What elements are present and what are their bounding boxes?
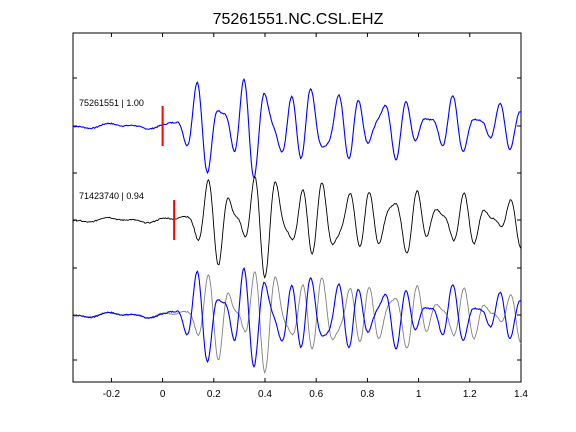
x-tick-label: 1 <box>416 389 422 400</box>
x-tick-label: 1.2 <box>463 389 477 400</box>
trace-1-line <box>72 78 522 180</box>
trace-labels: 75261551 | 1.00 71423740 | 0.94 <box>79 98 144 201</box>
x-tick-label: 1.4 <box>514 389 528 400</box>
x-tick-label: 0.8 <box>360 389 374 400</box>
x-tick-label: 0.4 <box>258 389 272 400</box>
x-axis: -0.2 0 0.2 0.4 0.6 0.8 1 1.2 1.4 <box>103 33 528 400</box>
y-axis-ticks <box>73 77 521 361</box>
chart-title: 75261551.NC.CSL.EHZ <box>213 11 384 28</box>
trace-2-line <box>72 175 522 279</box>
x-tick-label: 0 <box>160 389 166 400</box>
trace-2-label: 71423740 | 0.94 <box>79 191 144 201</box>
trace-group <box>72 78 522 374</box>
trace-1-label: 75261551 | 1.00 <box>79 98 144 108</box>
x-tick-label: -0.2 <box>103 389 121 400</box>
plot-frame <box>72 32 522 383</box>
x-tick-label: 0.6 <box>309 389 323 400</box>
x-tick-label: 0.2 <box>207 389 221 400</box>
overlay-trace-blue <box>72 267 522 369</box>
